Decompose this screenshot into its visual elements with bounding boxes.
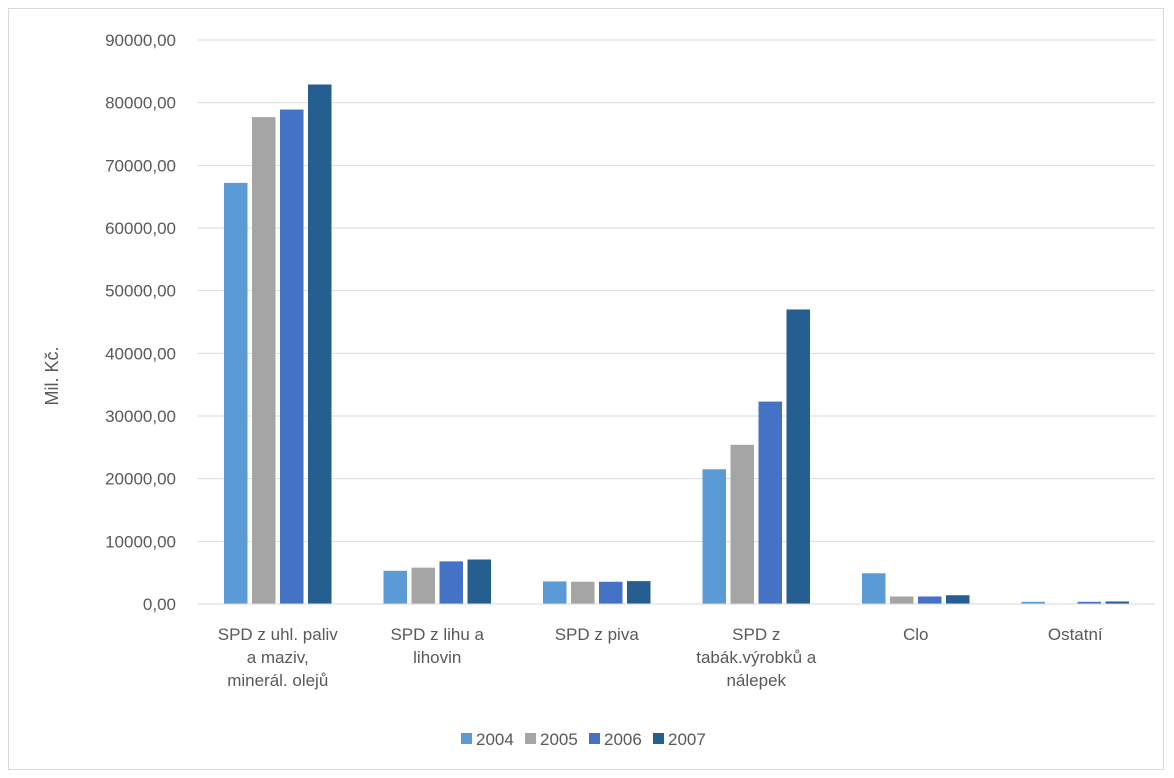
chart-frame: [8, 8, 1164, 770]
bar-2004-cat-5: [1021, 601, 1045, 604]
legend-swatch: [653, 733, 664, 744]
y-tick-label: 30000,00: [105, 407, 176, 426]
y-tick-label: 80000,00: [105, 94, 176, 113]
bar-2007-cat-5: [1105, 601, 1129, 604]
y-tick-label: 70000,00: [105, 156, 176, 175]
legend-label: 2004: [476, 730, 514, 749]
y-tick-label: 20000,00: [105, 470, 176, 489]
bar-2005-cat-0: [252, 117, 276, 604]
gridlines: [198, 39, 1155, 542]
category-label: SPD z piva: [555, 625, 640, 644]
y-axis-tick-labels: 0,00 10000,00 20000,00 30000,00 40000,00 5000…: [105, 31, 176, 614]
category-label: Clo: [903, 625, 929, 644]
legend-label: 2007: [668, 730, 706, 749]
bar-2006-cat-0: [280, 109, 304, 604]
bars: [224, 84, 1129, 604]
legend-item-2005: 2005: [525, 730, 578, 749]
y-tick-label: 40000,00: [105, 344, 176, 363]
bar-2004-cat-2: [543, 581, 567, 604]
y-tick-label: 10000,00: [105, 532, 176, 551]
bar-2004-cat-4: [862, 573, 886, 604]
y-tick-label: 50000,00: [105, 282, 176, 301]
y-tick-label: 0,00: [143, 595, 176, 614]
bar-2006-cat-2: [599, 581, 623, 604]
legend-swatch: [461, 733, 472, 744]
bar-2007-cat-1: [467, 559, 491, 604]
y-tick-label: 90000,00: [105, 31, 176, 50]
bar-2007-cat-4: [946, 595, 970, 604]
category-labels: SPD z uhl. paliv a maziv, minerál. olejů SP…: [218, 625, 1103, 690]
bar-2005-cat-1: [411, 567, 435, 604]
bar-2005-cat-4: [890, 596, 914, 604]
bar-2004-cat-0: [224, 182, 248, 604]
legend-item-2006: 2006: [589, 730, 642, 749]
bar-2006-cat-4: [918, 596, 942, 604]
legend-swatch: [525, 733, 536, 744]
bar-2004-cat-3: [702, 469, 726, 604]
category-label: SPD z tabák.výrobků a nálepek: [696, 625, 817, 690]
legend-item-2007: 2007: [653, 730, 706, 749]
legend-label: 2005: [540, 730, 578, 749]
legend: 2004 2005 2006 2007: [461, 730, 706, 749]
bar-2007-cat-0: [308, 84, 332, 604]
category-label: SPD z lihu a lihovin: [390, 625, 484, 667]
bar-2007-cat-3: [786, 309, 810, 604]
bar-2005-cat-3: [730, 444, 754, 604]
y-tick-label: 60000,00: [105, 219, 176, 238]
bar-2006-cat-1: [439, 561, 463, 604]
bar-2006-cat-5: [1077, 601, 1101, 604]
category-label: SPD z uhl. paliv a maziv, minerál. olejů: [218, 625, 338, 690]
category-label: Ostatní: [1048, 625, 1103, 644]
bar-2006-cat-3: [758, 401, 782, 604]
bar-2004-cat-1: [383, 570, 407, 604]
legend-label: 2006: [604, 730, 642, 749]
bar-2007-cat-2: [627, 581, 651, 604]
bar-2005-cat-2: [571, 581, 595, 604]
legend-swatch: [589, 733, 600, 744]
y-axis-title: Mil. Kč.: [42, 346, 62, 405]
legend-item-2004: 2004: [461, 730, 514, 749]
